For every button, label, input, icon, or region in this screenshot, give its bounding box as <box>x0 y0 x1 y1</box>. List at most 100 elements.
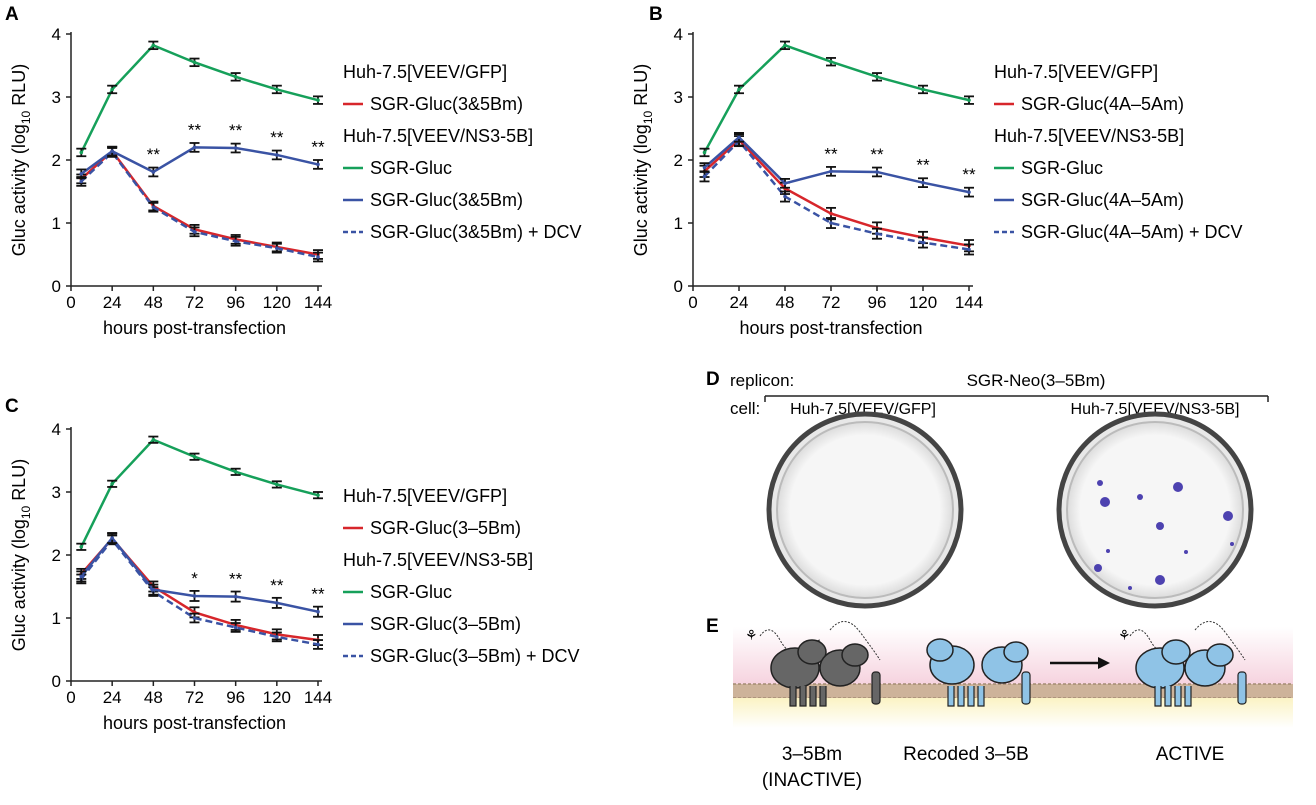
legend-entry: SGR-Gluc <box>1021 158 1103 178</box>
y-tick-label: 1 <box>674 214 683 233</box>
y-tick-label: 2 <box>52 151 61 170</box>
data-point <box>79 150 84 155</box>
data-point <box>275 153 279 157</box>
panel-d: replicon: SGR-Neo(3–5Bm) cell: Huh-7.5[V… <box>730 371 1269 609</box>
data-point <box>702 174 707 179</box>
colony-icon <box>1173 482 1183 492</box>
legend: Huh-7.5[VEEV/GFP] SGR-Gluc(4A–5Am) Huh-7.5… <box>994 62 1243 242</box>
data-point <box>110 536 114 540</box>
series-line <box>80 535 319 613</box>
panel-letter-e: E <box>706 616 719 637</box>
data-point <box>192 230 197 234</box>
x-tick-label: 0 <box>66 293 75 312</box>
data-point <box>829 221 833 225</box>
legend-entry: SGR-Gluc(3–5Bm) <box>370 614 521 634</box>
x-tick-label: 96 <box>226 688 245 707</box>
label-inactive-2: (INACTIVE) <box>762 770 862 791</box>
data-point <box>233 146 238 150</box>
y-tick-label: 3 <box>52 88 61 107</box>
label-inactive-1: 3–5Bm <box>782 744 842 765</box>
significance-label: ** <box>824 144 838 163</box>
y-tick-label: 2 <box>52 546 61 565</box>
x-axis-label: hours post-transfection <box>103 713 286 733</box>
legend-entry: SGR-Gluc(3&5Bm) <box>370 94 523 114</box>
active-complex: ⚘ <box>1118 621 1247 707</box>
legend-header: Huh-7.5[VEEV/GFP] <box>994 62 1158 82</box>
data-point <box>151 43 156 48</box>
x-tick-label: 48 <box>144 293 163 312</box>
replicon-value: SGR-Neo(3–5Bm) <box>967 371 1106 390</box>
significance-label: ** <box>916 156 930 175</box>
data-point <box>275 635 279 639</box>
data-point <box>967 247 971 252</box>
data-point <box>316 493 320 497</box>
x-tick-label: 48 <box>144 688 163 707</box>
legend-header: Huh-7.5[VEEV/NS3-5B] <box>994 126 1184 146</box>
x-axis-label: hours post-transfection <box>103 318 286 338</box>
x-tick-label: 72 <box>185 293 204 312</box>
series-line <box>80 438 319 548</box>
significance-label: ** <box>311 585 325 604</box>
y-tick-label: 1 <box>52 214 61 233</box>
data-point <box>151 587 156 592</box>
y-tick-label: 4 <box>52 420 61 439</box>
x-tick-label: 144 <box>304 688 332 707</box>
legend-entry: SGR-Gluc(4A–5Am) <box>1021 94 1184 114</box>
petri-dish-right <box>1056 411 1254 609</box>
significance-label: ** <box>147 145 161 164</box>
data-point <box>79 179 84 184</box>
x-tick-label: 48 <box>776 293 795 312</box>
data-point <box>233 625 238 630</box>
replicon-label: replicon: <box>730 371 794 390</box>
x-tick-label: 120 <box>263 688 291 707</box>
x-tick-label: 96 <box>226 293 245 312</box>
data-point <box>921 180 925 185</box>
series-line <box>80 149 319 256</box>
data-point <box>110 87 114 92</box>
data-point <box>875 231 879 236</box>
data-point <box>233 594 238 599</box>
significance-label: ** <box>270 128 284 147</box>
data-point <box>192 60 197 65</box>
data-point <box>316 255 320 259</box>
panel-letter-c: C <box>5 396 19 417</box>
significance-label: ** <box>229 121 243 140</box>
y-tick-label: 0 <box>52 672 61 691</box>
colony-icon <box>1137 494 1143 500</box>
data-point <box>275 87 279 92</box>
data-point <box>316 98 320 102</box>
data-point <box>316 642 320 647</box>
data-point <box>829 59 833 64</box>
series-line <box>703 43 970 154</box>
significance-label: ** <box>270 576 284 595</box>
legend-entry: SGR-Gluc(4A–5Am) <box>1021 190 1184 210</box>
panel-e-diagram: ⚘ ⚘ <box>733 621 1293 791</box>
data-point <box>110 482 114 486</box>
y-axis-label: Gluc activity (log10 RLU) <box>9 459 33 651</box>
data-point <box>275 601 279 605</box>
series-line <box>80 146 319 175</box>
significance-label: * <box>191 569 198 588</box>
legend-entry: SGR-Gluc(3–5Bm) + DCV <box>370 646 580 666</box>
colony-icon <box>1100 497 1110 507</box>
data-point <box>875 170 879 174</box>
x-tick-label: 24 <box>730 293 749 312</box>
y-axis-label: Gluc activity (log10 RLU) <box>631 64 655 256</box>
significance-label: ** <box>311 137 325 156</box>
legend-entry: SGR-Gluc <box>370 158 452 178</box>
x-tick-label: 144 <box>955 293 983 312</box>
y-tick-label: 3 <box>674 88 683 107</box>
data-point <box>316 609 320 614</box>
legend: Huh-7.5[VEEV/GFP] SGR-Gluc(3–5Bm) Huh-7.5[… <box>343 486 580 666</box>
data-point <box>783 194 787 199</box>
significance-label: ** <box>870 145 884 164</box>
legend: Huh-7.5[VEEV/GFP] SGR-Gluc(3&5Bm) Huh-7.5[… <box>343 62 582 242</box>
data-point <box>967 98 971 102</box>
x-tick-label: 72 <box>822 293 841 312</box>
y-tick-label: 2 <box>674 151 683 170</box>
label-recoded: Recoded 3–5B <box>903 744 1029 765</box>
x-tick-label: 72 <box>185 688 204 707</box>
legend-entry: SGR-Gluc(3&5Bm) <box>370 190 523 210</box>
panel-letter-a: A <box>5 4 19 25</box>
